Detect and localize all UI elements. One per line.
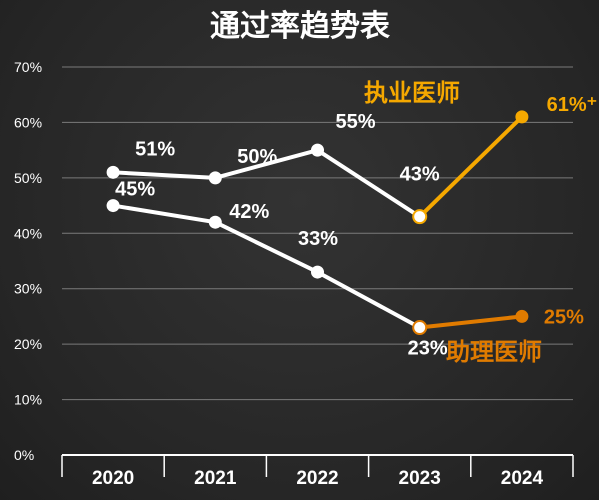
data-label: 43% [400,164,440,186]
series-line-2 [111,203,422,330]
y-axis-ticks: 0% 10% 20% 30% 40% 50% 60% 70% [14,59,42,463]
data-point [208,215,222,229]
y-tick-label: 30% [14,281,42,297]
data-labels: 51% 50% 55% 43% 61%⁺ 45% 42% 33% 23% 25% [115,94,597,360]
data-label: 50% [237,146,277,168]
grid-lines [62,66,573,456]
x-tick-label: 2022 [296,468,338,489]
data-label: 33% [298,228,338,250]
data-point [208,171,222,185]
data-label: 25% [544,306,584,328]
data-point [106,199,120,213]
series-lines [111,114,524,330]
y-tick-label: 70% [14,59,42,75]
y-tick-label: 40% [14,225,42,241]
data-label: 42% [229,201,269,223]
series-highlight-segment-2 [417,314,524,330]
series-highlight-segment-1 [417,114,524,219]
data-label: 45% [115,179,155,201]
x-tick-label: 2024 [501,468,544,489]
series-points [106,110,529,336]
y-tick-label: 10% [14,392,42,408]
y-tick-label: 50% [14,170,42,186]
x-axis: 2020 2021 2022 2023 2024 [61,455,574,489]
x-tick-label: 2020 [92,468,134,489]
data-point [106,165,120,179]
data-point [412,320,428,336]
y-tick-label: 60% [14,114,42,130]
data-point [515,110,529,124]
series-name-label-1: 执业医师 [364,79,460,107]
data-label: 23% [408,338,448,360]
data-label: 55% [335,111,375,133]
data-point [311,265,324,279]
series-name-label-2: 助理医师 [446,338,542,366]
x-tick-label: 2023 [399,468,441,489]
x-tick-label: 2021 [194,468,237,489]
data-point [412,209,428,225]
y-tick-label: 20% [14,336,42,352]
data-point [515,309,529,323]
y-tick-label: 0% [14,447,34,463]
chart-title: 通过率趋势表 [210,9,390,44]
data-label: 51% [135,138,175,160]
series-line-1 [111,148,422,219]
data-point [311,143,324,157]
data-label: 61%⁺ [547,94,598,116]
